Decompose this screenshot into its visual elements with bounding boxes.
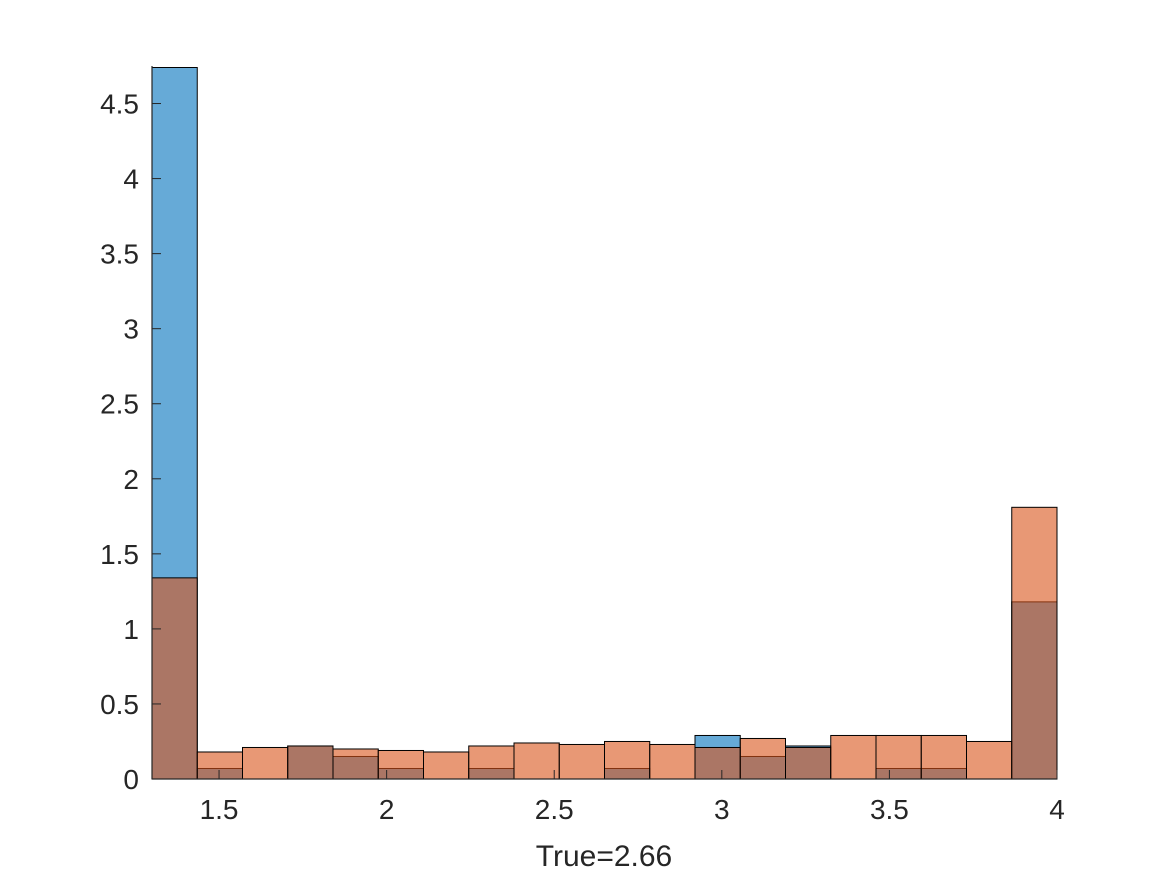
x-tick-label: 1.5 [200,794,239,825]
x-tick-label: 2.5 [535,794,574,825]
series-2-bar [242,746,289,780]
series-2-bar [830,734,877,780]
series-2-bar [875,734,922,780]
series-2-bar [377,749,424,780]
series-2-bar [196,751,243,780]
series-2-bar [649,743,696,780]
y-tick-label: 0.5 [100,689,139,720]
y-tick-label: 2.5 [100,389,139,420]
x-axis-label: True=2.66 [536,840,672,873]
series-2-bar [739,737,786,780]
y-tick-label: 1.5 [100,539,139,570]
series-2-bar [513,742,560,780]
x-tick-label: 2 [379,794,395,825]
x-tick-label: 3.5 [870,794,909,825]
ticks-layer: 1.5 2 2.5 3 3.5 4 0 0.5 1 1.5 2 2.5 3 3.5 4 4.5 [100,89,1065,825]
series-2-bar [920,734,967,780]
y-tick-label: 3 [123,314,139,345]
y-tick-label: 4 [123,164,139,195]
y-tick-label: 2 [123,464,139,495]
series-2-bar [468,745,515,780]
y-tick-label: 1 [123,614,139,645]
x-tick-label: 4 [1049,794,1065,825]
series-2-bar [558,743,605,780]
series-2-bar [332,748,379,780]
series-2-bar [966,740,1013,780]
y-tick-label: 4.5 [100,89,139,120]
y-tick-label: 0 [123,764,139,795]
series-2-bar [785,746,832,780]
axes-layer [151,66,1057,780]
series-2-bar [287,745,334,780]
series-2-bar [1011,506,1058,780]
series-2-bar [604,740,651,780]
series-2-bar [694,746,741,780]
series-2-bar [423,751,470,780]
bars-layer [151,67,1058,780]
y-tick-label: 3.5 [100,239,139,270]
x-tick-label: 3 [714,794,730,825]
series-2-bar [151,577,198,780]
